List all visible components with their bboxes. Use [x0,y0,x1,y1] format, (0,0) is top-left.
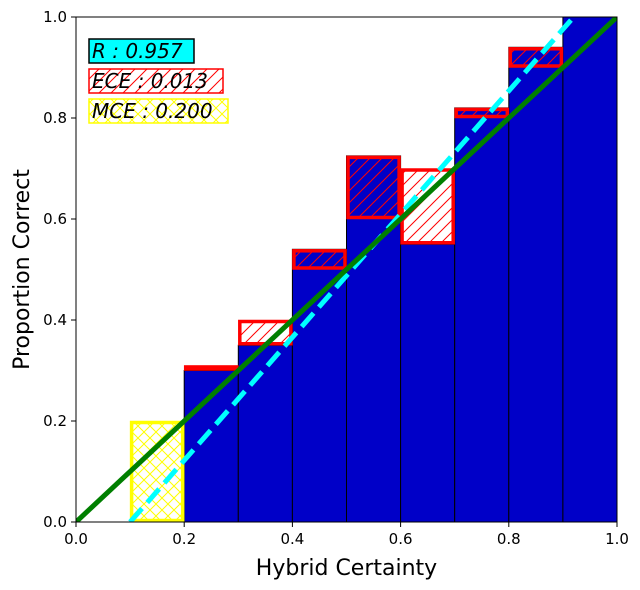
axis-ticks: 0.00.0 0.2 0.2 0.4 0.4 0.6 0.6 0.8 0.8 1.0 1.0 [43,8,629,548]
accuracy-bar [508,46,564,523]
y-tick-label: 0.8 [43,109,67,127]
legend-mce-text: MCE : 0.200 [92,99,213,123]
gap-box [292,249,347,270]
x-tick-label: 0.6 [389,530,413,548]
reference-lines [76,17,617,522]
y-tick-label: 0.4 [43,311,67,329]
gap-box [508,47,564,68]
gap-box [454,107,510,119]
accuracy-bar [454,107,510,523]
identity-line [76,17,617,522]
x-tick-label: 0.4 [280,530,304,548]
accuracy-bars [183,16,618,523]
x-tick-label: 1.0 [605,530,629,548]
legend-mce-box [88,98,229,124]
y-tick-label: 0.2 [43,412,67,430]
legend-ece-box [88,68,224,94]
plot-frame [75,16,618,523]
gap-box [183,365,239,371]
x-tick-label: 0.2 [172,530,196,548]
gap-box [238,319,293,346]
fit-line [128,17,576,522]
x-tick-label: 0.8 [497,530,521,548]
y-tick-label: 0.6 [43,210,67,228]
legend-r-text: R : 0.957 [92,39,183,63]
gap-box [346,155,401,220]
legend-r-box [88,38,195,64]
accuracy-bar [562,16,618,523]
y-tick-label: 0.0 [43,513,67,531]
accuracy-bar [291,248,347,523]
legend-ece-text: ECE : 0.013 [92,69,208,93]
y-axis-title: Proportion Correct [10,169,35,370]
x-axis-title: Hybrid Certainty [256,556,437,581]
y-tick-label: 1.0 [43,8,67,26]
x-tick-label: 0.0 [64,530,88,548]
legend: R : 0.957 ECE : 0.013 MCE : 0.200 [88,38,229,124]
accuracy-bar [237,344,293,523]
accuracy-bar [400,243,456,523]
